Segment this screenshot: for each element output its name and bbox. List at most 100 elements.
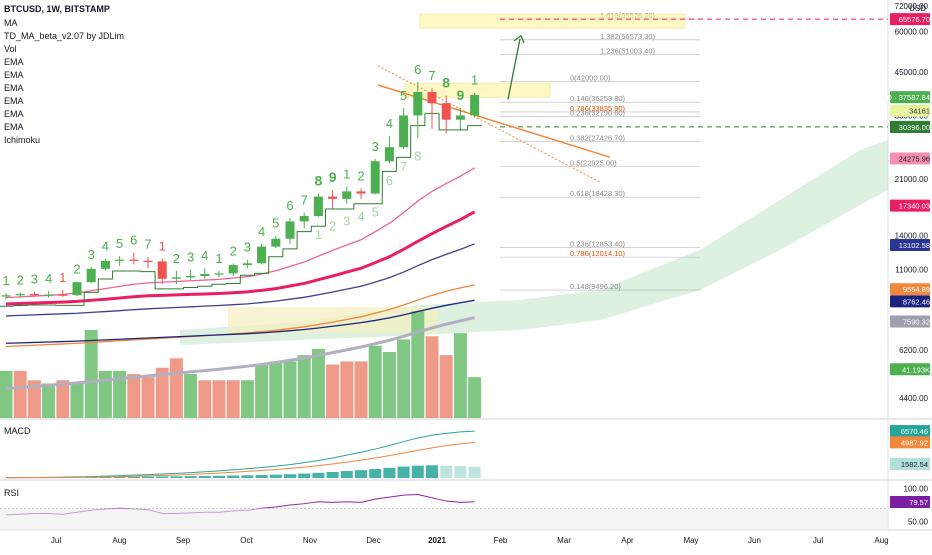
candle-body [413,92,422,115]
time-axis-tick: 2021 [428,536,446,545]
macd-histogram-bar [341,471,353,478]
td-count-top: 5 [400,88,407,103]
fib-label: 0.786(12014.10) [570,249,626,258]
td-count-top: 5 [116,236,123,251]
volume-bar [0,371,13,418]
indicator-ema[interactable]: EMA [4,70,24,80]
volume-bar [99,371,112,418]
candle [44,291,53,297]
fib-levels: 1.618(65576.70)1.382(56573.30)1.236(5100… [500,11,700,291]
price-tag-text: 9554.89 [903,285,930,294]
candle [115,256,124,266]
td-count-top: 7 [301,193,308,208]
candle-body [428,92,437,103]
indicator-ema[interactable]: EMA [4,96,24,106]
td-count-top: 3 [244,240,251,255]
rsi-axis-tick: 100.00 [904,485,929,494]
time-axis-tick: Jul [51,536,61,545]
candle-body [229,265,238,273]
td-count-top: 1 [215,251,222,266]
td-count-top: 2 [17,272,24,287]
fib-label: 0.5(22925.00) [570,159,617,168]
indicator-ema[interactable]: EMA [4,122,24,132]
price-tag-text: 34161 [909,107,930,116]
ichimoku-cloud-yellow [228,307,438,333]
volume-bar [426,336,439,418]
td-count-top: 1 [2,273,9,288]
fib-label: 0.618(18423.30) [570,189,626,198]
indicator-td-ma-beta-v2-07-by-jdlim[interactable]: TD_MA_beta_v2.07 by JDLim [4,31,124,41]
volume-bar [468,377,481,418]
macd-histogram-bar [398,467,410,478]
td-count-bottom: 7 [400,159,407,174]
macd-histogram-bar [199,476,211,478]
td-count-top: 1 [159,238,166,253]
price-tag: 9554.89 [890,283,930,295]
volume-bar [142,377,155,418]
candle [357,188,366,198]
candle [328,190,337,209]
fib-label: 0.236(12853.40) [570,240,626,249]
fib-label: 0(42000.00) [570,74,611,83]
macd-histogram-bar [355,470,367,478]
td-count-bottom: 6 [386,173,393,188]
volume-bar [411,311,424,418]
volume-bar [241,380,254,418]
td-count-top: 3 [31,272,38,287]
candle [271,236,280,249]
candle-body [300,216,309,221]
time-axis-tick: Sep [176,536,191,545]
price-tag-text: 65576.70 [899,15,930,24]
td-count-top: 9 [457,87,465,103]
fib-label: 1.236(51003.40) [600,46,656,55]
time-axis-tick: Aug [112,536,126,545]
rsi-band [0,508,888,530]
price-tag: 17340.03 [890,200,930,212]
macd-histogram-bar [156,477,168,479]
volume-bar [340,361,353,418]
candle [286,218,295,244]
price-tag-text: 17340.03 [899,202,930,211]
td-count-top: 6 [414,62,421,77]
indicator-ema[interactable]: EMA [4,57,24,67]
td-count-top: 2 [73,261,80,276]
td-count-bottom: 4 [357,209,364,224]
rsi-label[interactable]: RSI [4,488,19,498]
price-tag-text: 41.193K [902,365,930,374]
td-count-top: 9 [329,169,337,185]
td-count-top: 4 [201,248,208,263]
indicator-ma[interactable]: MA [4,18,18,28]
volume-bar [71,383,84,418]
price-tag-text: 13102.58 [899,241,930,250]
candle [186,269,195,280]
candle [229,263,238,276]
time-axis-tick: Apr [621,536,634,545]
time-axis-tick: Jun [748,536,761,545]
macd-histogram-bar [454,466,466,478]
macd-histogram-bar [170,476,182,478]
indicator-vol[interactable]: Vol [4,44,17,54]
td-count-bottom: 5 [372,204,379,219]
indicator-ema[interactable]: EMA [4,83,24,93]
fib-label: 0.146(36253.80) [570,94,626,103]
indicator-ema[interactable]: EMA [4,109,24,119]
candle [87,267,96,283]
volume-bar [284,361,297,418]
macd-label[interactable]: MACD [4,426,31,436]
candle [73,281,82,296]
symbol-title[interactable]: BTCUSD, 1W, BITSTAMP [4,4,110,14]
indicator-ichimoku[interactable]: Ichimoku [4,135,40,145]
td-count-top: 8 [315,173,323,189]
candle [2,293,11,299]
fib-target-box [420,14,685,28]
macd-histogram-bar [284,474,296,478]
macd-histogram-bar [412,466,424,478]
candle-body [58,295,67,296]
macd-histogram-bar [440,466,452,478]
price-axis-tick: 60000.00 [895,28,929,37]
